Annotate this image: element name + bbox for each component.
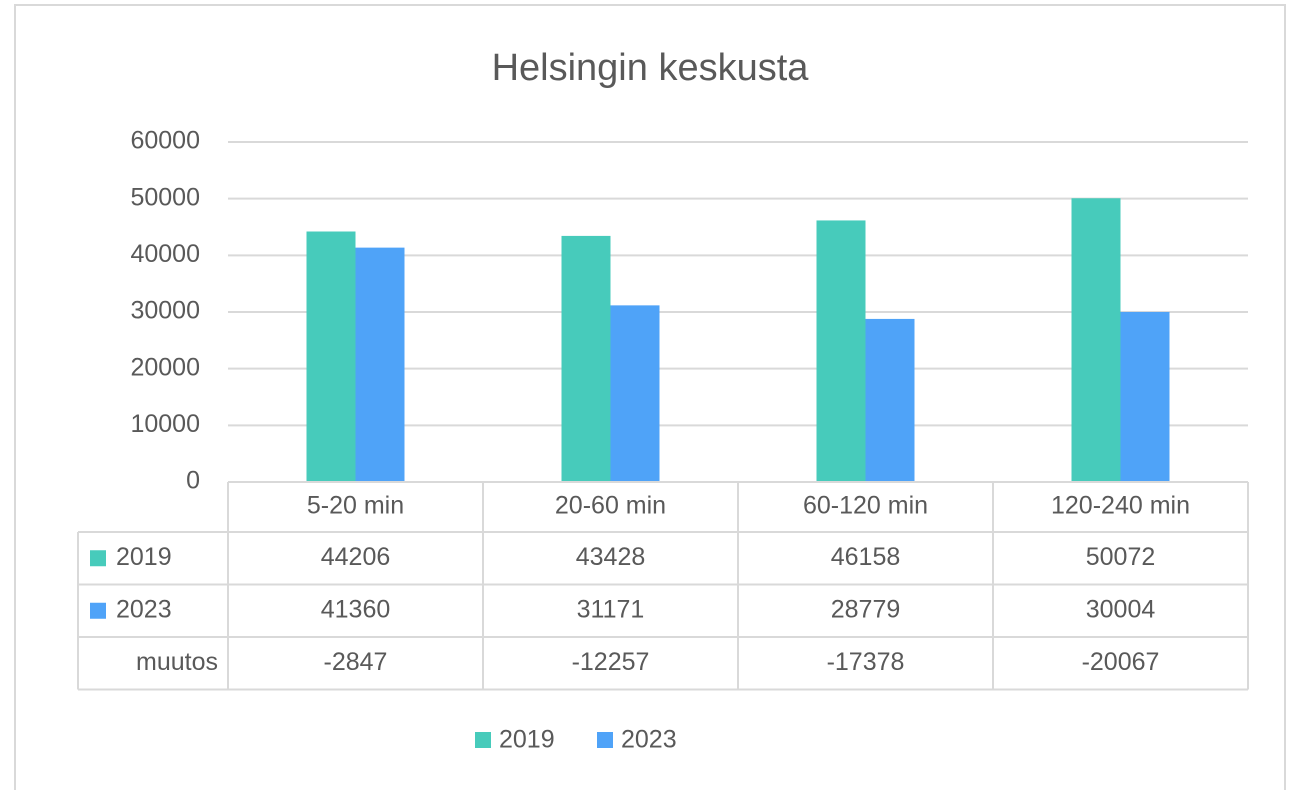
chart-title: Helsingin keskusta xyxy=(492,47,810,89)
bar xyxy=(1071,198,1121,482)
bar xyxy=(561,235,611,482)
y-tick-label: 50000 xyxy=(130,183,200,211)
x-tick-label: 20-60 min xyxy=(555,492,666,520)
bar xyxy=(306,231,356,482)
table-cell: -2847 xyxy=(324,648,388,676)
table-cell: 28779 xyxy=(831,595,901,623)
y-tick-label: 40000 xyxy=(130,240,200,268)
row-label: 2023 xyxy=(116,595,172,623)
legend-key xyxy=(90,550,106,567)
row-label: muutos xyxy=(136,648,218,676)
y-tick-label: 30000 xyxy=(130,297,200,325)
table-cell: -20067 xyxy=(1082,648,1160,676)
table-cell: 43428 xyxy=(576,543,646,571)
table-cell: 50072 xyxy=(1086,543,1156,571)
row-label: 2019 xyxy=(116,543,172,571)
table-cell: -17378 xyxy=(827,648,905,676)
legend-label: 2019 xyxy=(499,726,555,754)
legend-label: 2023 xyxy=(621,726,677,754)
table-cell: 46158 xyxy=(831,543,901,571)
bar xyxy=(816,220,866,483)
x-tick-label: 5-20 min xyxy=(307,492,404,520)
y-tick-label: 20000 xyxy=(130,353,200,381)
legend-key xyxy=(475,732,491,748)
legend-key xyxy=(597,732,613,748)
y-tick-label: 0 xyxy=(186,467,200,495)
legend-key xyxy=(90,602,106,619)
y-tick-label: 60000 xyxy=(130,127,200,155)
table-cell: -12257 xyxy=(572,648,650,676)
table-cell: 41360 xyxy=(321,595,391,623)
bar xyxy=(610,305,660,482)
table-cell: 44206 xyxy=(321,543,391,571)
x-tick-label: 120-240 min xyxy=(1051,492,1190,520)
bar xyxy=(355,247,405,482)
table-cell: 31171 xyxy=(577,595,645,623)
y-tick-label: 10000 xyxy=(130,410,200,438)
table-cell: 30004 xyxy=(1086,595,1156,623)
bar xyxy=(1120,311,1170,482)
x-tick-label: 60-120 min xyxy=(803,492,928,520)
bar xyxy=(865,318,915,482)
